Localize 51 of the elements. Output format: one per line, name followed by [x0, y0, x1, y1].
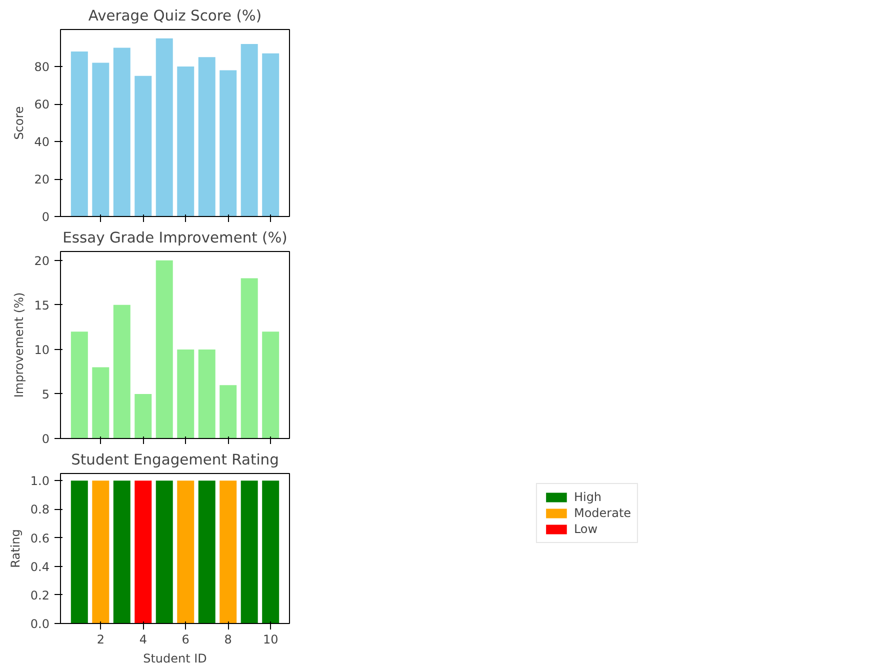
bar	[177, 66, 194, 216]
bar	[198, 57, 216, 216]
y-axis-title: Score	[12, 106, 26, 140]
y-tick-label: 80	[34, 60, 50, 74]
y-axis-title: Improvement (%)	[12, 292, 26, 398]
y-tick-label: 60	[34, 98, 50, 112]
bar	[240, 44, 258, 216]
bar	[92, 367, 110, 438]
y-axis-title: Rating	[8, 529, 22, 568]
x-axis-title: Student ID	[143, 652, 207, 666]
bar	[156, 260, 173, 438]
bar	[113, 304, 130, 438]
x-tick-label: 4	[139, 632, 147, 646]
y-tick-label: 0.8	[30, 502, 50, 517]
y-tick-label: 0	[42, 210, 50, 224]
chart-title: Student Engagement Rating	[71, 452, 279, 468]
y-tick-label: 0.0	[30, 617, 50, 631]
y-tick-label: 0.4	[30, 560, 50, 574]
x-tick-label: 6	[182, 632, 190, 646]
chart-title: Average Quiz Score (%)	[88, 8, 262, 24]
y-tick-label: 10	[34, 342, 50, 357]
chart-title: Essay Grade Improvement (%)	[62, 230, 288, 246]
bar	[177, 349, 194, 438]
y-tick-label: 0.2	[30, 588, 50, 602]
x-tick-label: 2	[96, 632, 104, 646]
bar	[113, 48, 130, 216]
bar	[262, 53, 280, 216]
bar	[70, 52, 88, 216]
y-tick-label: 20	[34, 254, 50, 268]
bar	[134, 394, 152, 438]
y-tick-label: 1.0	[30, 474, 50, 488]
x-tick-label: 10	[262, 632, 278, 646]
y-tick-label: 0	[42, 432, 50, 446]
y-tick-label: 5	[42, 387, 50, 402]
bar	[92, 62, 110, 216]
bar	[240, 278, 258, 438]
bar	[262, 332, 280, 438]
y-tick-label: 40	[34, 135, 50, 150]
bar	[220, 385, 237, 438]
bar	[156, 38, 173, 216]
y-tick-label: 0.6	[30, 531, 50, 546]
legend-label: Moderate	[574, 506, 632, 520]
bar	[198, 349, 216, 438]
bar	[134, 76, 152, 216]
y-tick-label: 15	[34, 298, 50, 312]
y-tick-label: 20	[34, 172, 50, 187]
legend-label: Low	[574, 522, 598, 536]
x-tick-label: 8	[224, 632, 232, 646]
bar	[70, 332, 88, 438]
legend-label: High	[574, 490, 602, 504]
bar	[220, 70, 237, 216]
